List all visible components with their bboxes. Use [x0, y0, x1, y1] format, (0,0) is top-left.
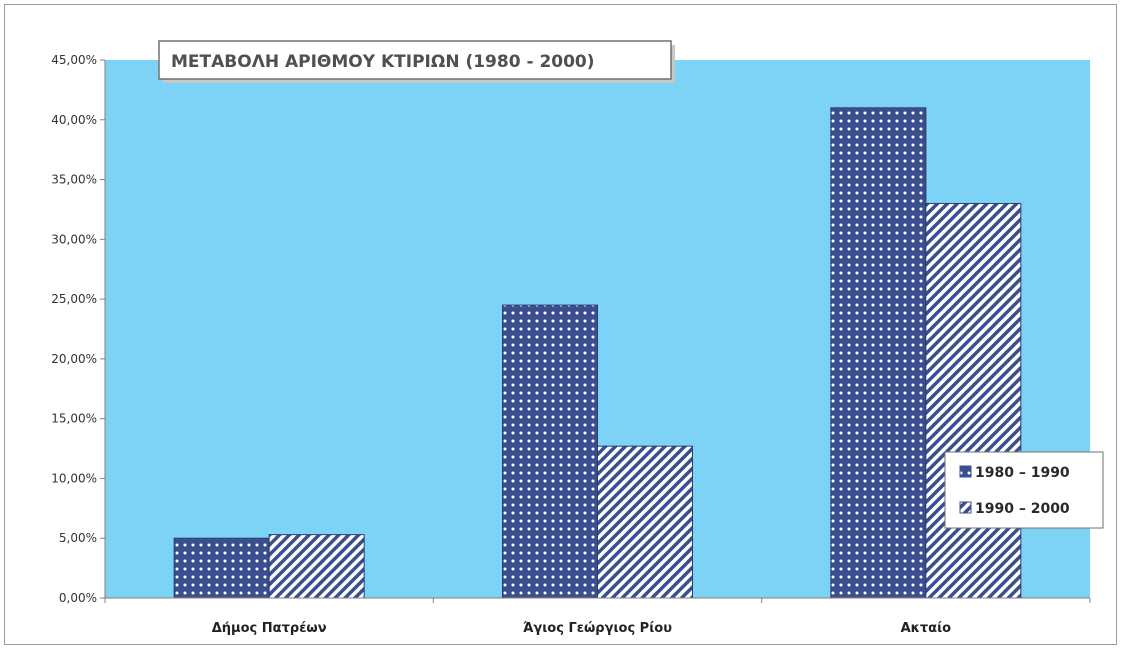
y-tick-label: 0,00% — [59, 591, 97, 605]
legend-label-1980-1990: 1980 – 1990 — [975, 465, 1070, 481]
y-tick-label: 45,00% — [51, 53, 97, 67]
bars — [173, 107, 1022, 599]
x-axis: Δήμος Πατρέων Άγιος Γεώργιος Ρίου Ακταίο — [104, 597, 1091, 636]
bar-1980-1990 — [830, 107, 927, 599]
chart-frame: 0,00% 5,00% 10,00% 15,00% 20,00% 25,00% 30,00%… — [4, 4, 1117, 645]
bar-chart: 0,00% 5,00% 10,00% 15,00% 20,00% 25,00% 30,00%… — [51, 40, 1104, 636]
y-tick-label: 40,00% — [51, 113, 97, 127]
chart-title: ΜΕΤΑΒΟΛΗ ΑΡΙΘΜΟΥ ΚΤΙΡΙΩΝ (1980 - 2000) — [171, 52, 595, 72]
bar-1990-2000 — [268, 534, 365, 599]
y-axis: 0,00% 5,00% 10,00% 15,00% 20,00% 25,00% 30,00%… — [51, 53, 106, 605]
y-tick-label: 35,00% — [51, 173, 97, 187]
bar-1990-2000 — [925, 202, 1022, 599]
bar-1980-1990 — [502, 304, 598, 599]
y-tick-label: 15,00% — [51, 412, 97, 426]
y-tick-label: 20,00% — [51, 352, 97, 366]
y-tick-label: 30,00% — [51, 232, 97, 246]
chart-title-box: ΜΕΤΑΒΟΛΗ ΑΡΙΘΜΟΥ ΚΤΙΡΙΩΝ (1980 - 2000) — [158, 40, 675, 83]
y-tick-label: 10,00% — [51, 471, 97, 485]
legend-label-1990-2000: 1990 – 2000 — [975, 501, 1070, 517]
legend-swatch-1990-2000 — [959, 501, 972, 514]
x-tick-label: Ακταίο — [901, 621, 952, 636]
legend: 1980 – 1990 1990 – 2000 — [944, 451, 1104, 529]
bar-1980-1990 — [173, 537, 270, 599]
y-tick-label: 25,00% — [51, 292, 97, 306]
y-tick-label: 5,00% — [59, 531, 97, 545]
x-tick-label: Δήμος Πατρέων — [212, 621, 327, 636]
bar-1990-2000 — [597, 445, 693, 599]
x-tick-label: Άγιος Γεώργιος Ρίου — [523, 621, 672, 636]
legend-swatch-1980-1990 — [959, 465, 972, 478]
